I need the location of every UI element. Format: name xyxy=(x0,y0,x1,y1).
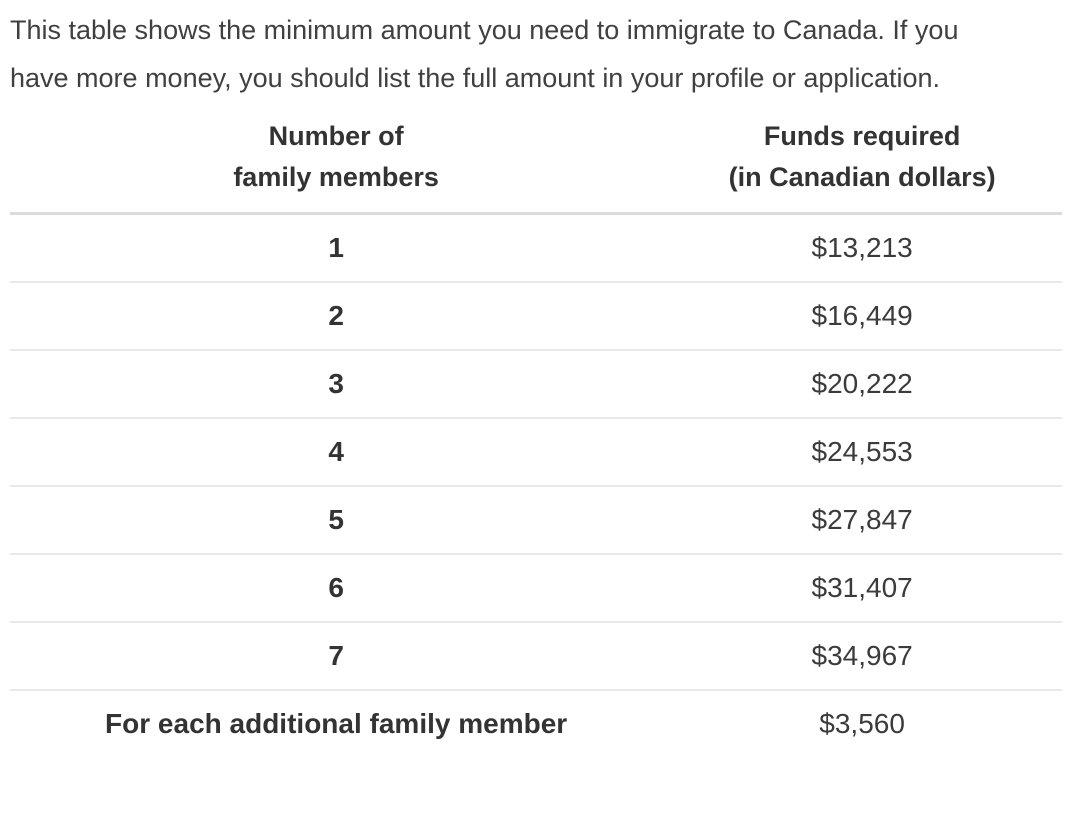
family-members-cell: 1 xyxy=(328,232,344,263)
family-members-cell: 5 xyxy=(328,504,344,535)
funds-cell: $34,967 xyxy=(811,640,913,671)
column-header-funds-required: Funds required (in Canadian dollars) xyxy=(662,116,1062,198)
funds-table: Number of family members Funds required … xyxy=(10,116,1062,757)
family-members-cell: 6 xyxy=(328,572,344,603)
funds-cell: $31,407 xyxy=(811,572,913,603)
table-header-row: Number of family members Funds required … xyxy=(10,116,1062,215)
column-header-funds-required-line1: Funds required xyxy=(763,121,961,151)
funds-cell: $3,560 xyxy=(819,708,905,739)
column-header-family-members-line2: family members xyxy=(233,162,439,192)
table-row: 3 $20,222 xyxy=(10,351,1062,419)
table-row: 6 $31,407 xyxy=(10,555,1062,623)
family-members-cell: For each additional family member xyxy=(105,708,568,739)
column-header-family-members-line1: Number of xyxy=(268,121,404,151)
funds-cell: $20,222 xyxy=(811,368,913,399)
family-members-cell: 7 xyxy=(328,640,344,671)
funds-cell: $16,449 xyxy=(811,300,913,331)
family-members-cell: 3 xyxy=(328,368,344,399)
column-header-family-members: Number of family members xyxy=(10,116,662,198)
intro-paragraph: This table shows the minimum amount you … xyxy=(10,15,959,93)
table-row: 4 $24,553 xyxy=(10,419,1062,487)
funds-cell: $24,553 xyxy=(811,436,913,467)
table-row: 5 $27,847 xyxy=(10,487,1062,555)
family-members-cell: 2 xyxy=(328,300,344,331)
family-members-cell: 4 xyxy=(328,436,344,467)
table-row: 7 $34,967 xyxy=(10,623,1062,691)
table-row: 2 $16,449 xyxy=(10,283,1062,351)
table-row-additional-member: For each additional family member $3,560 xyxy=(10,691,1062,757)
funds-cell: $13,213 xyxy=(811,232,913,263)
funds-cell: $27,847 xyxy=(811,504,913,535)
column-header-funds-required-line2: (in Canadian dollars) xyxy=(728,162,996,192)
table-row: 1 $13,213 xyxy=(10,215,1062,283)
